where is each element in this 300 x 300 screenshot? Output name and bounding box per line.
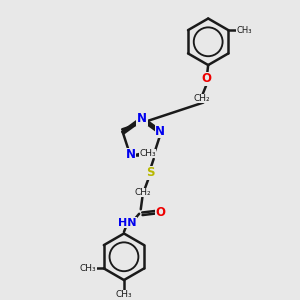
Text: CH₃: CH₃: [140, 149, 156, 158]
Text: O: O: [202, 72, 212, 85]
Text: N: N: [126, 148, 136, 161]
Text: CH₃: CH₃: [236, 26, 252, 35]
Text: N: N: [137, 112, 147, 125]
Text: CH₃: CH₃: [116, 290, 132, 299]
Text: O: O: [156, 206, 166, 219]
Text: CH₂: CH₂: [194, 94, 210, 103]
Text: HN: HN: [118, 218, 136, 228]
Text: S: S: [146, 166, 155, 179]
Text: CH₂: CH₂: [134, 188, 151, 197]
Text: CH₃: CH₃: [80, 264, 97, 273]
Text: N: N: [155, 125, 165, 138]
